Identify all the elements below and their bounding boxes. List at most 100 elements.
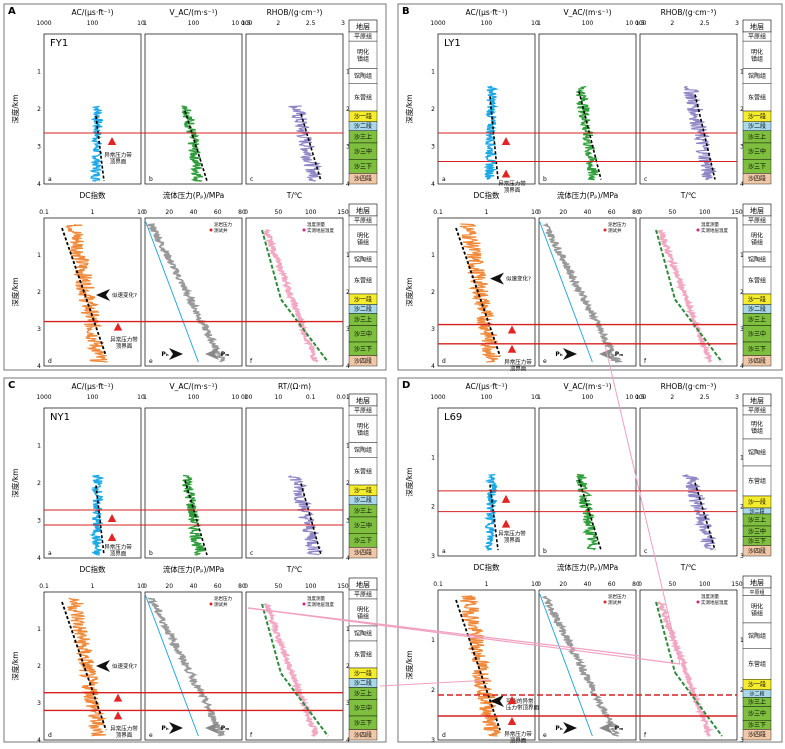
label-line: 异常压力带	[498, 530, 526, 538]
depth-axis-label: 深度/km	[404, 650, 414, 679]
track-sublabel: d	[48, 358, 52, 365]
strat-unit	[742, 224, 772, 253]
strat-label: 沙三上	[748, 698, 766, 706]
track-header: V_AC/(m·s⁻¹)	[563, 8, 611, 17]
annotation-bottom: 异常压力带顶界面	[110, 336, 138, 351]
depth-tick-right: 3	[740, 326, 744, 333]
tick-label: 10	[137, 209, 145, 216]
depth-tick: 1	[37, 626, 41, 633]
strat-label: 沙三下	[354, 346, 372, 353]
depth-tick: 2	[431, 289, 435, 296]
legend-f-dot	[696, 228, 700, 232]
tick-label: 100	[699, 209, 711, 216]
tick-label: 0.1	[39, 583, 49, 590]
strat-label: 沙二段	[748, 122, 766, 130]
strat-unit	[742, 622, 772, 650]
depth-tick: 4	[431, 363, 435, 370]
strat-label: 沙三中	[354, 330, 372, 338]
track-sublabel: e	[543, 732, 547, 739]
tick-label: 40	[190, 583, 198, 590]
legend-f-1: 温度测量	[307, 595, 325, 602]
depth-tick-right: 4	[346, 555, 350, 562]
strat-unit	[348, 40, 378, 69]
panel-frame	[397, 3, 783, 371]
tick-label: 150	[731, 581, 743, 588]
temperature-fit-line	[674, 671, 723, 737]
depth-tick-right: 1	[740, 69, 744, 76]
tick-label: 1	[91, 583, 95, 590]
tick-label: 1	[485, 581, 489, 588]
label-line: 明化	[357, 232, 369, 240]
overpressure-marker	[113, 693, 123, 702]
tick-label: 100	[87, 394, 99, 401]
track-header: V_AC/(m·s⁻¹)	[563, 382, 611, 391]
pore-pressure-trace	[147, 597, 226, 737]
tick-label: 100	[582, 20, 594, 27]
strat-label: 明化镇组	[751, 48, 763, 63]
depth-tick: 2	[431, 106, 435, 113]
tick-label: 10	[531, 209, 539, 216]
tick-label: 1	[537, 394, 541, 401]
tick-label: 10 000	[626, 394, 647, 401]
depth-tick-right: 1	[740, 637, 744, 644]
strat-label: 明化镇组	[357, 606, 369, 621]
strat-header: 地层	[750, 206, 764, 215]
depth-axis-label: 深度/km	[404, 467, 414, 496]
hydrostatic-arrow	[169, 722, 183, 734]
strat-label: 沙三中	[354, 521, 372, 529]
depth-tick: 4	[37, 181, 41, 188]
strat-label: 沙一段	[748, 295, 766, 303]
pore-pressure-trace	[541, 223, 624, 363]
legend-f-1: 温度测量	[701, 221, 719, 228]
dc-index-trace	[67, 597, 107, 737]
legend-e-dot	[603, 600, 607, 604]
annotation-top: 异常压力带顶界面	[498, 180, 526, 195]
tick-label: 1	[143, 394, 147, 401]
label-line: 镇组	[357, 55, 369, 63]
tick-label: 2	[670, 20, 674, 27]
legend-e-1: 泥岩压力	[214, 595, 232, 602]
tick-label: 1	[91, 209, 95, 216]
track-sublabel: f	[250, 358, 253, 365]
depth-tick-right: 1	[346, 69, 350, 76]
strat-label: 东营组	[748, 477, 766, 485]
correlation-link	[379, 679, 491, 687]
strat-label: 明化镇组	[357, 232, 369, 247]
depth-tick: 1	[431, 69, 435, 76]
depth-tick-right: 1	[346, 443, 350, 450]
depth-tick: 2	[431, 504, 435, 511]
depth-tick: 2	[37, 106, 41, 113]
strat-label: 东营组	[748, 277, 766, 285]
legend-e-1: 泥岩压力	[608, 593, 626, 600]
hydrostatic-line	[144, 593, 199, 737]
vac-trend-line	[184, 110, 208, 182]
overpressure-marker	[507, 325, 517, 334]
label-line: 可能的异常	[506, 697, 534, 705]
depth-tick: 1	[37, 252, 41, 259]
strat-header: 地层	[750, 578, 764, 587]
tick-label: 60	[214, 583, 222, 590]
ac-trend-line	[95, 115, 105, 182]
strat-label: 沙二段	[354, 122, 372, 130]
temperature-fit-line	[674, 298, 723, 363]
annotation-velocity: 似速变化?	[506, 275, 531, 283]
legend-e-dot	[603, 228, 607, 232]
track-header: T/℃	[286, 191, 303, 200]
tick-label: 0	[537, 581, 541, 588]
tick-label: 50	[669, 209, 677, 216]
tick-label: 100	[582, 394, 594, 401]
tick-label: 80	[632, 209, 640, 216]
annotation-top: 异常压力带顶界面	[104, 151, 132, 166]
measured-arrow	[599, 722, 613, 734]
ac-trend-line	[95, 485, 105, 556]
track-sublabel: d	[442, 732, 446, 739]
strat-label: 东营组	[354, 93, 372, 101]
strat-header: 地层	[750, 396, 764, 405]
depth-tick: 1	[37, 443, 41, 450]
dc-trend-line	[455, 227, 501, 357]
track-header: RHOB/(g·cm⁻³)	[661, 382, 717, 391]
tick-label: 0	[143, 209, 147, 216]
track-sublabel: e	[543, 358, 547, 365]
